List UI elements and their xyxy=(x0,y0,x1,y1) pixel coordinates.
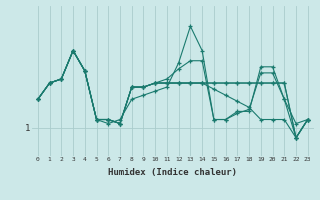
X-axis label: Humidex (Indice chaleur): Humidex (Indice chaleur) xyxy=(108,168,237,177)
